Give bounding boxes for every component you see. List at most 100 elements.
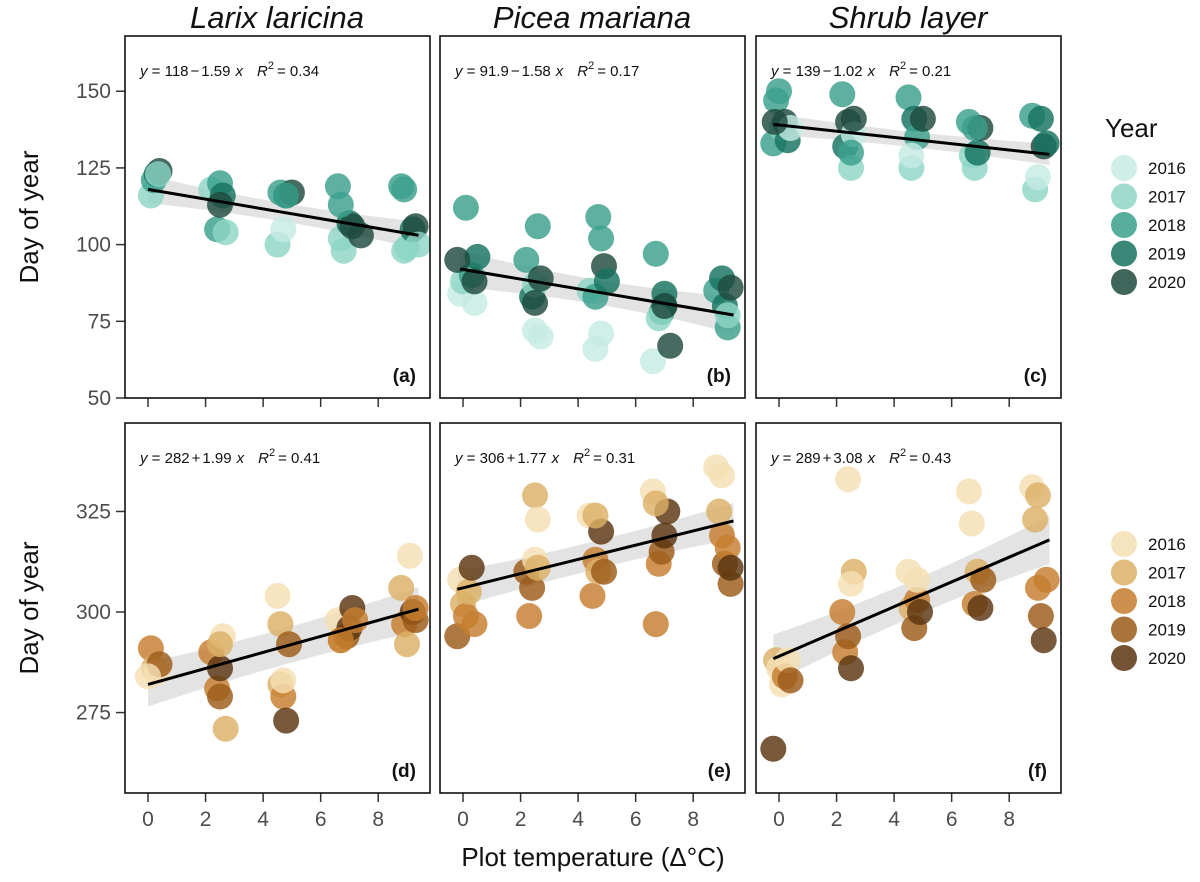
- plot-area: [760, 466, 1060, 762]
- y-tick-label: 150: [76, 80, 111, 103]
- data-point-2017: [212, 219, 239, 246]
- eq-r-label: R: [889, 63, 900, 80]
- regression-line: [772, 538, 1051, 661]
- eq-equals: =: [463, 450, 480, 467]
- legend-label-2016: 2016: [1148, 159, 1186, 178]
- data-point-2016: [835, 466, 862, 493]
- eq-slope: 1.59: [201, 63, 230, 80]
- data-point-2019: [1027, 105, 1054, 132]
- eq-lhs: y: [454, 450, 464, 467]
- y-tick-label: 325: [76, 500, 111, 523]
- data-point-2018: [895, 84, 922, 111]
- panel-a: y = 118−1.59 x R2 = 0.34 (a): [124, 35, 431, 399]
- data-point-2018: [1033, 566, 1060, 593]
- data-point-2019: [1033, 130, 1060, 157]
- eq-equals: =: [779, 450, 796, 467]
- data-point-2017: [145, 161, 172, 188]
- data-point-2019: [970, 566, 997, 593]
- plot-area: [760, 78, 1060, 203]
- y-tick-label: 300: [76, 601, 111, 624]
- data-point-2018: [642, 240, 669, 267]
- y-tick-label: 275: [76, 702, 111, 725]
- data-point-2020: [522, 289, 548, 316]
- eq-r-exponent: 2: [900, 60, 906, 72]
- data-point-2018: [391, 176, 418, 203]
- data-point-2020: [273, 707, 300, 734]
- eq-operator: +: [507, 450, 516, 467]
- eq-slope: 1.99: [202, 450, 231, 467]
- panel-label: (d): [392, 761, 416, 782]
- x-tick-label: 8: [687, 808, 699, 831]
- data-point-2020: [717, 554, 744, 581]
- eq-lhs: y: [139, 63, 149, 80]
- eq-operator: −: [823, 63, 832, 80]
- legend-label-2016: 2016: [1148, 535, 1186, 554]
- x-tick-label: 0: [773, 808, 785, 831]
- plot-area: [135, 542, 429, 742]
- regression-line: [773, 122, 1050, 156]
- data-point-2020: [657, 332, 684, 359]
- legend-label-2019: 2019: [1148, 245, 1186, 264]
- eq-r-value: = 0.17: [597, 63, 639, 80]
- data-point-2017: [394, 631, 420, 658]
- data-point-2019: [591, 558, 617, 585]
- regression-equation: y = 306 +1.77 x R2 = 0.31: [454, 447, 635, 467]
- regression-equation: y = 139−1.02 x R2 = 0.21: [770, 60, 951, 80]
- legend-swatch-2017: [1111, 559, 1137, 586]
- eq-x: x: [555, 63, 564, 80]
- eq-operator: −: [511, 63, 520, 80]
- data-point-2016: [709, 462, 735, 489]
- panel-label: (c): [1024, 366, 1047, 387]
- data-point-2016: [588, 320, 615, 347]
- plot-area: [444, 194, 744, 375]
- x-tick-label: 4: [257, 808, 269, 831]
- eq-intercept: 118: [165, 63, 189, 80]
- eq-lhs: y: [454, 63, 464, 80]
- eq-equals: =: [148, 450, 165, 467]
- data-point-2020: [717, 274, 744, 301]
- x-tick-label: 4: [572, 808, 584, 831]
- data-point-2019: [1027, 603, 1054, 629]
- data-point-2017: [207, 631, 233, 658]
- regression-equation: y = 118−1.59 x R2 = 0.34: [139, 60, 319, 80]
- y-tick-label: 50: [88, 387, 111, 410]
- legend-swatch-2020: [1111, 269, 1137, 295]
- legend-label-2019: 2019: [1148, 621, 1186, 640]
- x-tick-label: 2: [515, 808, 527, 831]
- panel-f: y = 289 +3.08 x R2 = 0.43 (f): [755, 422, 1062, 794]
- data-point-2019: [464, 243, 491, 270]
- regression-line: [147, 607, 419, 686]
- legend-swatch-2018: [1111, 212, 1137, 238]
- legend-year-autumn: 2016 2017 2018 2019 2020: [1111, 531, 1186, 671]
- data-point-2019: [777, 667, 804, 694]
- panel-c: y = 139−1.02 x R2 = 0.21 (c): [755, 35, 1062, 399]
- data-point-2018: [327, 191, 354, 218]
- data-point-2018: [766, 78, 792, 105]
- eq-slope: 1.58: [522, 63, 551, 80]
- x-tick-label: 6: [946, 808, 958, 831]
- panel-frame: [124, 35, 431, 399]
- x-tick-label: 4: [888, 808, 900, 831]
- legend-swatch-2019: [1111, 240, 1137, 267]
- legend-title: Year: [1105, 113, 1158, 143]
- data-point-2019: [519, 574, 546, 601]
- legend-swatch-2018: [1111, 588, 1137, 614]
- eq-lhs: y: [770, 450, 780, 467]
- y-axis-bottom: 275 300 325: [76, 500, 125, 725]
- legend-swatch-2016: [1111, 155, 1137, 181]
- data-point-2020: [461, 268, 488, 295]
- legend-swatch-2017: [1111, 183, 1137, 210]
- data-point-2016: [264, 582, 291, 609]
- eq-equals: =: [463, 63, 480, 80]
- eq-r-value: = 0.34: [277, 63, 319, 80]
- data-point-2020: [458, 554, 485, 581]
- regression-line: [456, 519, 734, 591]
- x-tick-label: 0: [457, 808, 469, 831]
- eq-r-label: R: [258, 450, 269, 467]
- data-point-2016: [527, 323, 554, 350]
- column-title-shrub: Shrub layer: [829, 0, 989, 35]
- data-point-2020: [907, 599, 933, 625]
- panel-frame: [755, 422, 1062, 794]
- eq-slope: 3.08: [833, 450, 862, 467]
